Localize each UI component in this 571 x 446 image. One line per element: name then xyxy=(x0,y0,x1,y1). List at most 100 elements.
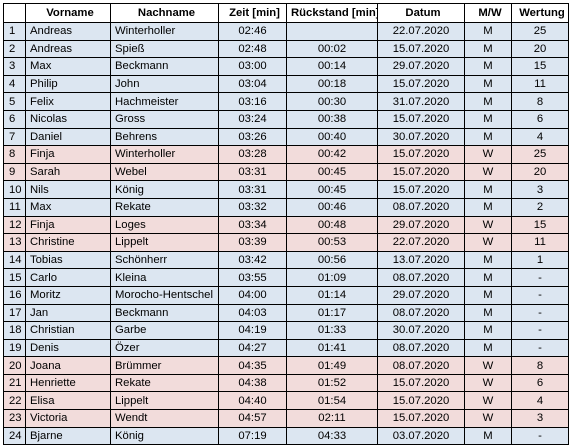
cell-first-name[interactable]: Henriette xyxy=(25,373,111,393)
cell-gender[interactable]: M xyxy=(464,109,512,129)
cell-first-name[interactable]: Felix xyxy=(25,92,111,111)
cell-gender[interactable]: M xyxy=(464,180,512,199)
cell-date[interactable]: 03.07.2020 xyxy=(377,426,465,446)
cell-rank[interactable]: 13 xyxy=(3,233,26,252)
cell-rank[interactable]: 2 xyxy=(3,39,26,59)
cell-score[interactable]: 6 xyxy=(511,109,569,129)
cell-behind[interactable]: 01:54 xyxy=(286,391,378,411)
cell-date[interactable]: 15.07.2020 xyxy=(377,145,465,164)
cell-score[interactable]: 1 xyxy=(511,250,569,270)
cell-time[interactable]: 03:34 xyxy=(218,215,287,235)
cell-behind[interactable]: 01:49 xyxy=(286,356,378,375)
cell-date[interactable]: 08.07.2020 xyxy=(377,338,465,358)
cell-last-name[interactable]: Winterholler xyxy=(110,22,219,41)
cell-date[interactable]: 15.07.2020 xyxy=(377,39,465,59)
cell-behind[interactable]: 00:48 xyxy=(286,215,378,235)
cell-last-name[interactable]: König xyxy=(110,180,219,199)
cell-date[interactable]: 15.07.2020 xyxy=(377,373,465,393)
cell-last-name[interactable]: Brümmer xyxy=(110,356,219,375)
cell-last-name[interactable]: Rekate xyxy=(110,197,219,217)
cell-behind[interactable]: 01:09 xyxy=(286,268,378,287)
cell-behind[interactable] xyxy=(286,22,378,41)
cell-gender[interactable]: W xyxy=(464,373,512,393)
cell-rank[interactable]: 11 xyxy=(3,197,26,217)
cell-behind[interactable]: 00:42 xyxy=(286,145,378,164)
cell-score[interactable]: 15 xyxy=(511,57,569,76)
cell-date[interactable]: 22.07.2020 xyxy=(377,233,465,252)
cell-gender[interactable]: W xyxy=(464,233,512,252)
cell-time[interactable]: 03:42 xyxy=(218,250,287,270)
cell-score[interactable]: 11 xyxy=(511,74,569,94)
cell-rank[interactable]: 18 xyxy=(3,321,26,340)
cell-date[interactable]: 29.07.2020 xyxy=(377,285,465,305)
cell-score[interactable]: 6 xyxy=(511,373,569,393)
cell-gender[interactable]: M xyxy=(464,321,512,340)
cell-score[interactable]: 3 xyxy=(511,180,569,199)
cell-time[interactable]: 03:00 xyxy=(218,57,287,76)
cell-rank[interactable]: 21 xyxy=(3,373,26,393)
cell-score[interactable]: - xyxy=(511,268,569,287)
header-behind[interactable]: Rückstand [min] xyxy=(286,3,378,23)
cell-last-name[interactable]: König xyxy=(110,426,219,446)
cell-date[interactable]: 30.07.2020 xyxy=(377,321,465,340)
cell-gender[interactable]: M xyxy=(464,303,512,323)
cell-date[interactable]: 15.07.2020 xyxy=(377,391,465,411)
cell-rank[interactable]: 19 xyxy=(3,338,26,358)
cell-score[interactable]: 4 xyxy=(511,127,569,147)
header-first-name[interactable]: Vorname xyxy=(25,3,111,23)
cell-behind[interactable]: 01:33 xyxy=(286,321,378,340)
cell-gender[interactable]: M xyxy=(464,268,512,287)
cell-gender[interactable]: W xyxy=(464,162,512,182)
cell-rank[interactable]: 7 xyxy=(3,127,26,147)
cell-score[interactable]: - xyxy=(511,285,569,305)
cell-behind[interactable]: 00:56 xyxy=(286,250,378,270)
cell-behind[interactable]: 01:14 xyxy=(286,285,378,305)
cell-time[interactable]: 03:31 xyxy=(218,180,287,199)
cell-time[interactable]: 02:46 xyxy=(218,22,287,41)
cell-time[interactable]: 03:04 xyxy=(218,74,287,94)
cell-gender[interactable]: W xyxy=(464,391,512,411)
cell-score[interactable]: 8 xyxy=(511,356,569,375)
cell-first-name[interactable]: Christian xyxy=(25,321,111,340)
cell-last-name[interactable]: Garbe xyxy=(110,321,219,340)
cell-gender[interactable]: M xyxy=(464,57,512,76)
cell-last-name[interactable]: Behrens xyxy=(110,127,219,147)
cell-behind[interactable]: 00:45 xyxy=(286,162,378,182)
cell-date[interactable]: 08.07.2020 xyxy=(377,197,465,217)
cell-behind[interactable]: 01:17 xyxy=(286,303,378,323)
cell-time[interactable]: 03:31 xyxy=(218,162,287,182)
cell-behind[interactable]: 00:30 xyxy=(286,92,378,111)
header-date[interactable]: Datum xyxy=(377,3,465,23)
cell-score[interactable]: 20 xyxy=(511,39,569,59)
cell-date[interactable]: 22.07.2020 xyxy=(377,22,465,41)
cell-gender[interactable]: M xyxy=(464,285,512,305)
cell-first-name[interactable]: Philip xyxy=(25,74,111,94)
cell-last-name[interactable]: John xyxy=(110,74,219,94)
cell-score[interactable]: 3 xyxy=(511,409,569,428)
cell-first-name[interactable]: Andreas xyxy=(25,39,111,59)
cell-behind[interactable]: 02:11 xyxy=(286,409,378,428)
cell-score[interactable]: 4 xyxy=(511,391,569,411)
cell-last-name[interactable]: Hachmeister xyxy=(110,92,219,111)
cell-last-name[interactable]: Morocho-Hentschel xyxy=(110,285,219,305)
cell-score[interactable]: 25 xyxy=(511,145,569,164)
cell-date[interactable]: 15.07.2020 xyxy=(377,162,465,182)
cell-rank[interactable]: 23 xyxy=(3,409,26,428)
cell-last-name[interactable]: Rekate xyxy=(110,373,219,393)
cell-rank[interactable]: 10 xyxy=(3,180,26,199)
cell-gender[interactable]: W xyxy=(464,409,512,428)
cell-date[interactable]: 15.07.2020 xyxy=(377,409,465,428)
cell-last-name[interactable]: Beckmann xyxy=(110,303,219,323)
cell-date[interactable]: 29.07.2020 xyxy=(377,215,465,235)
cell-behind[interactable]: 00:18 xyxy=(286,74,378,94)
cell-rank[interactable]: 3 xyxy=(3,57,26,76)
cell-first-name[interactable]: Carlo xyxy=(25,268,111,287)
cell-rank[interactable]: 17 xyxy=(3,303,26,323)
cell-last-name[interactable]: Schönherr xyxy=(110,250,219,270)
cell-gender[interactable]: M xyxy=(464,39,512,59)
cell-first-name[interactable]: Denis xyxy=(25,338,111,358)
cell-last-name[interactable]: Lippelt xyxy=(110,391,219,411)
cell-date[interactable]: 30.07.2020 xyxy=(377,127,465,147)
cell-time[interactable]: 04:19 xyxy=(218,321,287,340)
cell-score[interactable]: - xyxy=(511,338,569,358)
